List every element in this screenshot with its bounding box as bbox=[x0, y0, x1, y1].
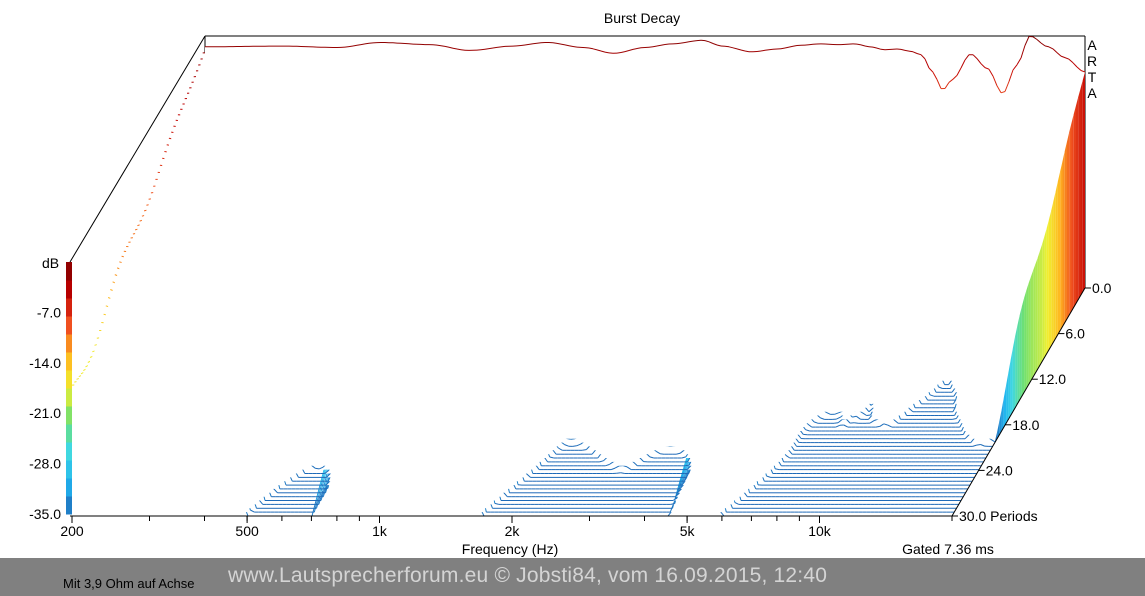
slice-segment bbox=[674, 492, 680, 498]
slice-segment bbox=[734, 501, 740, 505]
slice-segment bbox=[676, 479, 681, 495]
slice-segment bbox=[320, 487, 326, 501]
slice-segment bbox=[672, 497, 678, 501]
burst-decay-chart: 200 500 1k 2k 5k 10k 0.0 6.0 12.0 18.0 24.0 30.0 Pe… bbox=[29, 10, 1112, 557]
slice-segment bbox=[494, 502, 499, 505]
slice-segment bbox=[660, 453, 665, 455]
slice-segment bbox=[616, 472, 621, 474]
waterfall-slices bbox=[71, 36, 1085, 516]
slice-segment bbox=[322, 473, 328, 491]
slice-segment bbox=[572, 445, 577, 447]
slice-segment bbox=[250, 509, 255, 513]
slice-segment bbox=[323, 487, 328, 490]
slice-segment bbox=[322, 483, 328, 497]
slice-segment bbox=[976, 444, 981, 446]
slice-segment bbox=[620, 472, 625, 474]
slice-segment bbox=[582, 449, 587, 451]
frame-diagonal-edge bbox=[69, 35, 206, 263]
slice-segment bbox=[570, 438, 575, 440]
slice-segment bbox=[315, 467, 320, 470]
slice-segment bbox=[320, 477, 325, 495]
slice-segment bbox=[685, 464, 690, 467]
slice-segment bbox=[670, 503, 675, 505]
